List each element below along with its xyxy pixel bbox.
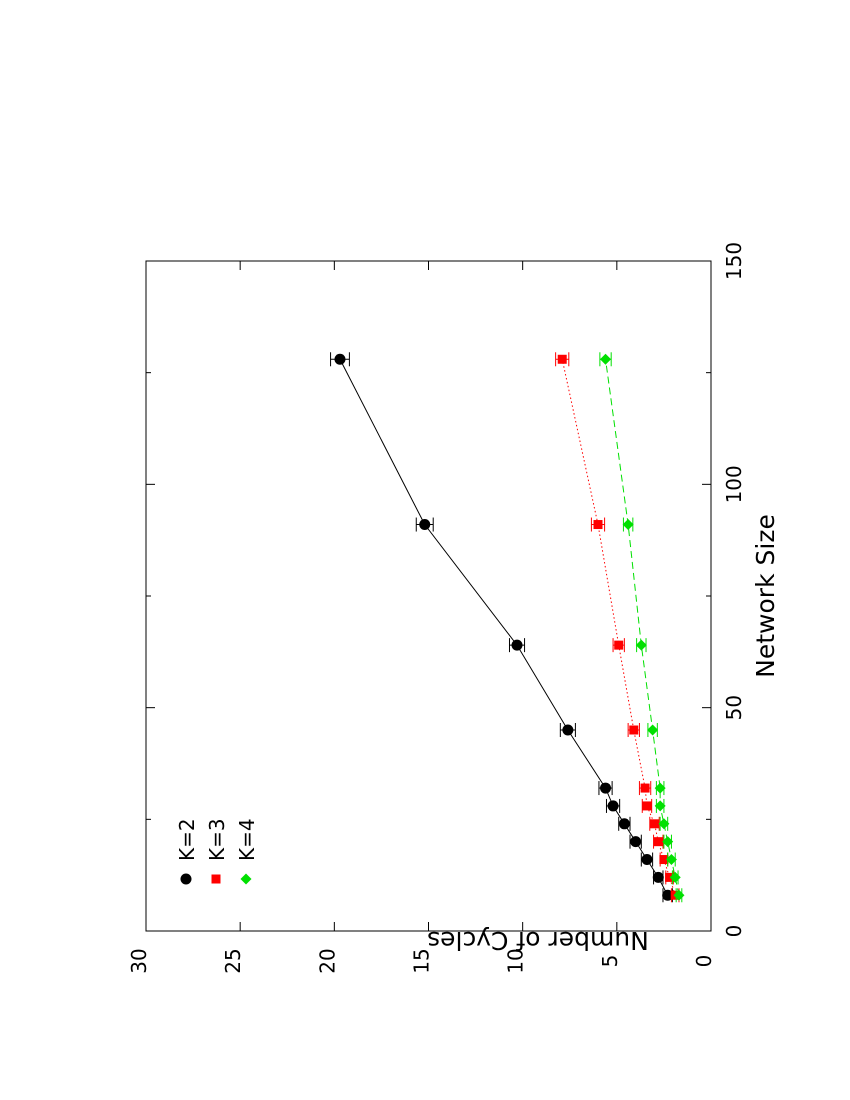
data-point	[652, 871, 664, 883]
y-tick-label: 25	[221, 948, 245, 973]
y-tick-label: 20	[315, 948, 339, 973]
legend: K=2 K=3 K=4	[175, 818, 259, 885]
data-point	[665, 872, 675, 882]
data-point	[557, 354, 567, 364]
legend-marker	[180, 873, 192, 885]
data-point	[614, 640, 624, 650]
data-point	[622, 519, 634, 531]
data-point	[629, 725, 639, 735]
data-point	[593, 520, 603, 530]
data-point	[618, 818, 630, 830]
data-point	[562, 724, 574, 736]
series-K=3	[555, 352, 680, 903]
y-axis-title: Number of Cycles	[427, 926, 649, 955]
legend-item: K=4	[235, 818, 259, 885]
data-point	[419, 519, 431, 531]
data-point	[647, 724, 659, 736]
y-tick-label: 15	[410, 948, 434, 973]
data-point	[665, 854, 677, 866]
y-tick-label: 10	[504, 948, 528, 973]
legend-marker	[240, 873, 252, 885]
data-point	[511, 639, 523, 651]
series-K=4	[599, 352, 685, 903]
data-point	[642, 801, 652, 811]
legend-item: K=2	[175, 818, 199, 885]
legend-item: K=3	[205, 818, 229, 884]
data-point	[630, 836, 642, 848]
data-point	[659, 855, 669, 865]
data-point	[673, 889, 685, 901]
data-point	[641, 854, 653, 866]
data-point	[635, 639, 647, 651]
x-tick-label: 0	[722, 925, 746, 938]
x-tick-label: 50	[722, 695, 746, 720]
x-tick-label: 100	[722, 465, 746, 503]
data-point	[662, 836, 674, 848]
data-point	[650, 819, 659, 829]
legend-label: K=3	[205, 818, 229, 861]
x-tick-label: 150	[722, 242, 746, 280]
data-point	[600, 782, 612, 794]
y-tick-label: 30	[127, 948, 151, 973]
data-point	[654, 782, 666, 794]
data-point	[600, 353, 612, 365]
series-layer	[330, 352, 685, 903]
data-point	[653, 837, 663, 847]
y-tick-label: 5	[598, 955, 622, 968]
data-point	[662, 889, 674, 901]
y-axis-ticks: 0 5 10 15 20 25 30	[127, 261, 716, 974]
legend-marker	[211, 874, 221, 884]
y-tick-label: 0	[692, 955, 716, 968]
legend-label: K=4	[235, 818, 259, 861]
data-point	[669, 871, 681, 883]
x-axis-title: Network Size	[751, 514, 780, 678]
data-point	[334, 353, 346, 365]
series-K=2	[330, 352, 674, 903]
data-point	[654, 800, 666, 812]
data-point	[607, 800, 619, 812]
x-axis-ticks: 0 50 100 150	[146, 242, 746, 937]
data-point	[658, 818, 670, 830]
legend-label: K=2	[175, 818, 199, 861]
data-point	[640, 783, 650, 793]
